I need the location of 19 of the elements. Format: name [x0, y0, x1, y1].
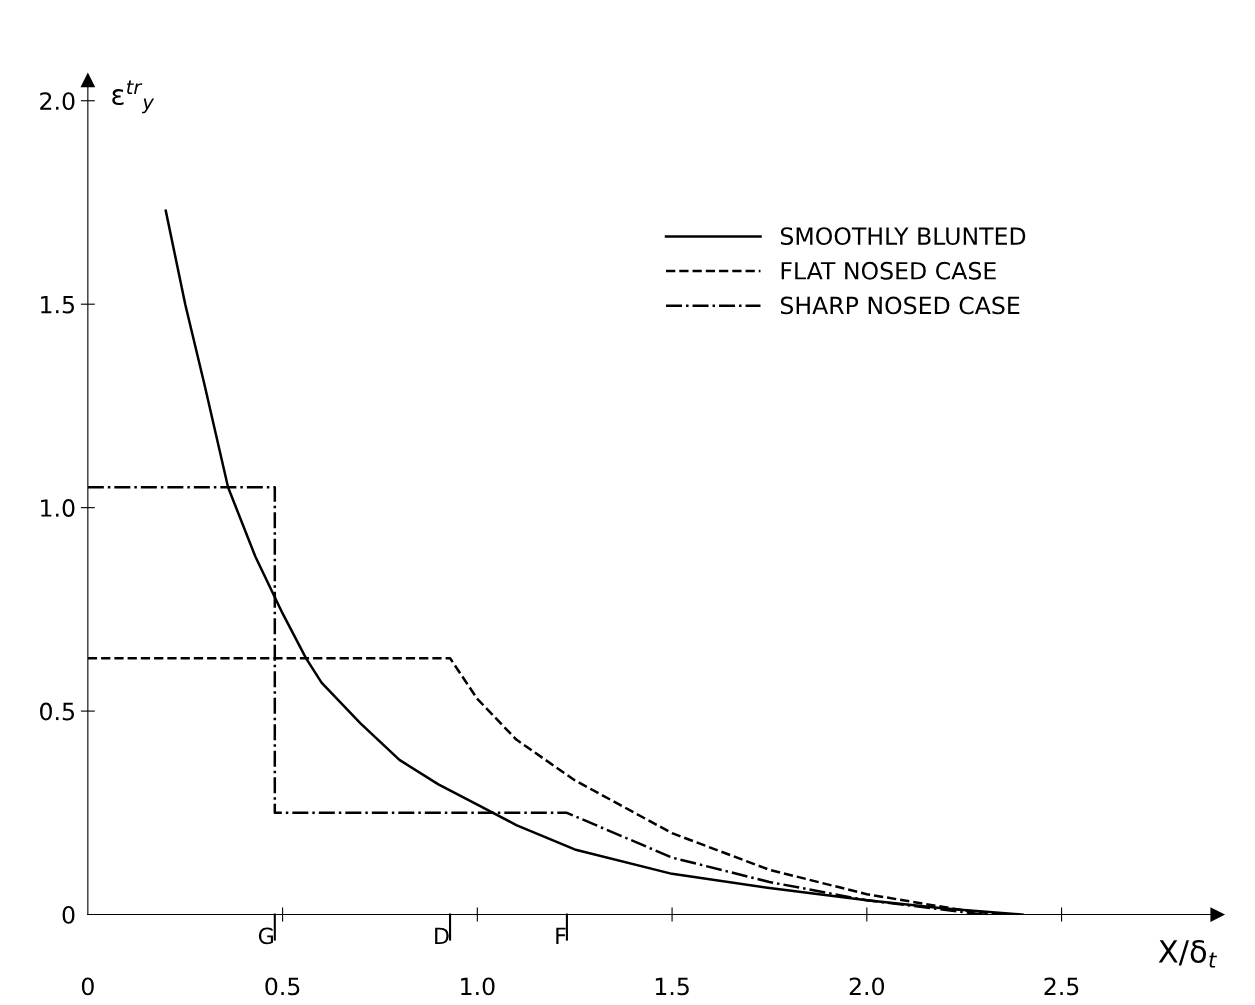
ref-line-label: G	[258, 927, 273, 945]
ref-line-label: F	[556, 927, 566, 944]
y-tick-label: 1.0	[41, 499, 75, 517]
y-axis-title: ε$^{tr}$$_{y}$	[112, 80, 155, 114]
y-tick-label: 1.5	[41, 295, 74, 314]
x-tick-label: 2.0	[849, 977, 885, 996]
y-tick-label: 0	[62, 906, 75, 924]
x-axis-title: X/δ$_{t}$	[1158, 939, 1218, 968]
x-tick-label: 0.5	[265, 977, 300, 996]
legend-label: FLAT NOSED CASE	[781, 261, 996, 280]
x-tick-label: 1.5	[655, 977, 689, 996]
ref-line-label: D	[435, 927, 449, 944]
y-tick-label: 2.0	[40, 92, 75, 111]
x-tick-label: 2.5	[1044, 977, 1079, 996]
legend-label: SHARP NOSED CASE	[780, 296, 1020, 315]
x-tick-label: 1.0	[461, 977, 495, 996]
y-tick-label: 0.5	[40, 702, 74, 721]
x-tick-label: 0	[81, 977, 94, 996]
legend-label: SMOOTHLY BLUNTED	[780, 227, 1026, 246]
